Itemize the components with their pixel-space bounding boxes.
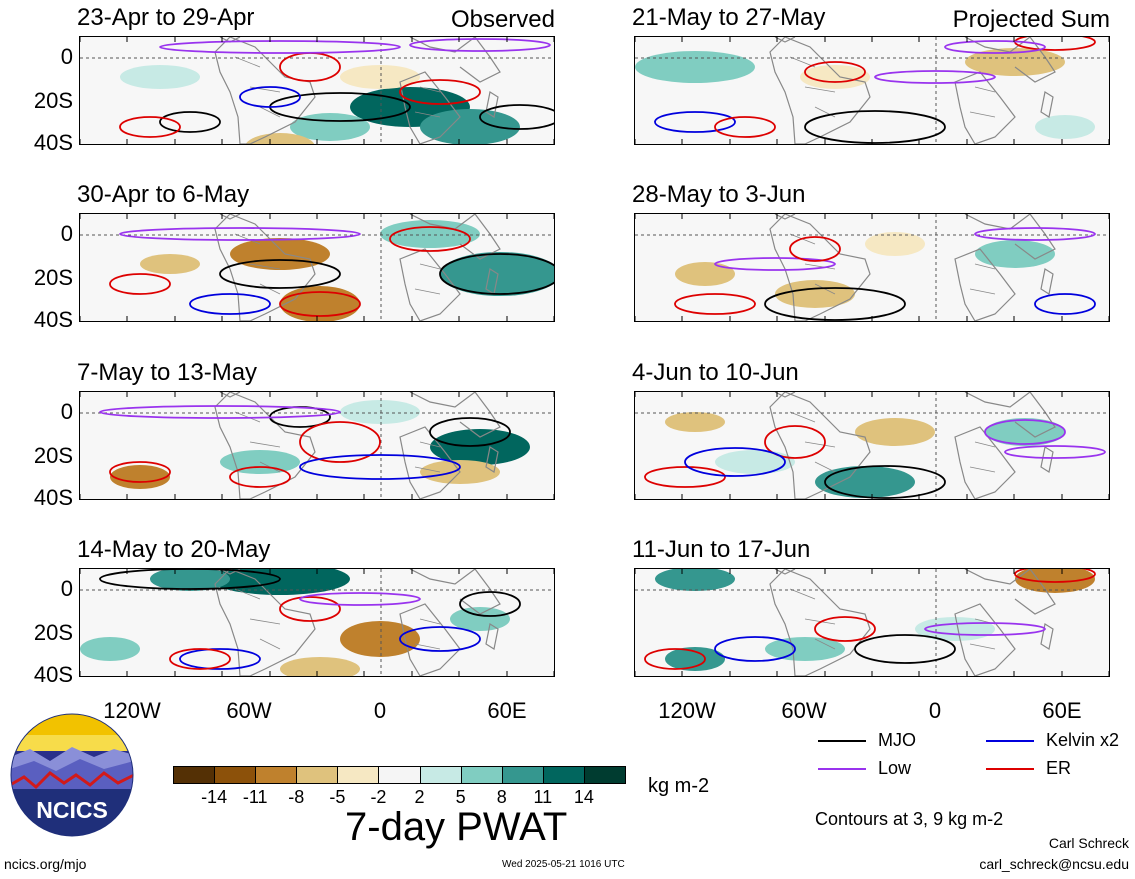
panel-title: 28-May to 3-Jun xyxy=(632,181,806,208)
y-axis-label: 0 xyxy=(60,399,73,424)
map-panel xyxy=(79,568,555,677)
ncics-logo: NCICS xyxy=(10,713,134,837)
map-panel xyxy=(79,391,555,500)
panel-title: 11-Jun to 17-Jun xyxy=(632,536,811,563)
colorbar-swatch xyxy=(255,766,298,784)
y-axis-label: 40S xyxy=(33,485,73,510)
colorbar-swatch xyxy=(214,766,257,784)
legend-label: Kelvin x2 xyxy=(1046,730,1120,750)
panel-title: 23-Apr to 29-Apr xyxy=(77,4,255,31)
legend-label: Low xyxy=(878,758,912,778)
footer-email: carl_schreck@ncsu.edu xyxy=(979,856,1129,872)
colorbar-tick-label: 5 xyxy=(455,787,466,807)
footer-author: Carl Schreck xyxy=(1048,835,1129,851)
panel-label: Projected Sum xyxy=(952,6,1110,33)
y-axis-label: 20S xyxy=(33,88,73,113)
colorbar-swatch xyxy=(460,766,503,784)
x-axis-label: 0 xyxy=(928,698,942,723)
panel-title: 14-May to 20-May xyxy=(77,536,271,563)
colorbar-units: kg m-2 xyxy=(648,775,710,797)
y-axis-label: 20S xyxy=(33,443,73,468)
colorbar-tick-label: 11 xyxy=(533,787,553,807)
y-axis-label: 20S xyxy=(33,265,73,290)
y-axis-label: 0 xyxy=(60,576,73,601)
legend-line xyxy=(986,768,1034,770)
footer-site: ncics.org/mjo xyxy=(4,856,87,872)
logo-text: NCICS xyxy=(36,797,108,823)
colorbar-tick-label: -8 xyxy=(288,787,305,807)
panel-title: 7-May to 13-May xyxy=(77,359,258,386)
legend-label: MJO xyxy=(878,730,916,750)
colorbar-swatch xyxy=(419,766,462,784)
y-axis-label: 40S xyxy=(33,662,73,687)
colorbar-swatch xyxy=(583,766,626,784)
map-panel xyxy=(634,391,1110,500)
x-axis-label: 60W xyxy=(781,698,827,723)
x-axis-label: 120W xyxy=(103,698,161,723)
colorbar-tick-label: -2 xyxy=(370,787,387,807)
colorbar-swatch xyxy=(173,766,216,784)
x-axis-label: 60E xyxy=(1042,698,1082,723)
colorbar-swatch xyxy=(542,766,585,784)
colorbar-title: 7-day PWAT xyxy=(345,805,568,849)
map-panel xyxy=(634,213,1110,322)
map-panel xyxy=(634,568,1110,677)
map-panel xyxy=(634,36,1110,145)
panel-title: 21-May to 27-May xyxy=(632,4,826,31)
panel-title: 30-Apr to 6-May xyxy=(77,181,250,208)
colorbar-swatch xyxy=(296,766,339,784)
colorbar-swatch xyxy=(378,766,421,784)
colorbar-tick-label: -5 xyxy=(329,787,346,807)
contour-note: Contours at 3, 9 kg m-2 xyxy=(815,809,1004,829)
colorbar-tick-label: 8 xyxy=(496,787,507,807)
colorbar-swatch xyxy=(501,766,544,784)
y-axis-label: 20S xyxy=(33,620,73,645)
legend-line xyxy=(986,740,1034,742)
y-axis-label: 0 xyxy=(60,221,73,246)
colorbar-tick-label: -14 xyxy=(201,787,228,807)
colorbar-tick-label: -11 xyxy=(242,787,268,807)
panel-label: Observed xyxy=(450,6,555,33)
y-axis-label: 40S xyxy=(33,307,73,332)
x-axis-label: 60E xyxy=(487,698,527,723)
footer-timestamp: Wed 2025-05-21 1016 UTC xyxy=(502,859,625,870)
legend-line xyxy=(818,768,866,770)
colorbar-swatch xyxy=(337,766,380,784)
map-panel xyxy=(79,36,555,145)
colorbar: -14 -11 -8 -5 -2 2 5 8 11 14 xyxy=(173,766,626,808)
x-axis-label: 120W xyxy=(658,698,716,723)
colorbar-tick-label: 2 xyxy=(414,787,425,807)
legend-label: ER xyxy=(1046,758,1072,778)
y-axis-label: 40S xyxy=(33,130,73,155)
x-axis-label: 0 xyxy=(373,698,387,723)
y-axis-label: 0 xyxy=(60,44,73,69)
x-axis-label: 60W xyxy=(226,698,272,723)
legend-line xyxy=(818,740,866,742)
colorbar-tick-label: 14 xyxy=(573,787,594,807)
panel-title: 4-Jun to 10-Jun xyxy=(632,359,799,386)
map-panel xyxy=(79,213,555,322)
